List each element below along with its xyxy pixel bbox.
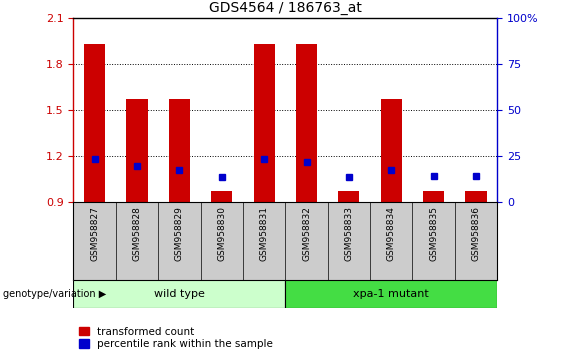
Bar: [381, 99, 402, 202]
Text: GSM958832: GSM958832: [302, 206, 311, 261]
Text: xpa-1 mutant: xpa-1 mutant: [353, 289, 429, 299]
Bar: [73, 280, 285, 308]
Text: GSM958828: GSM958828: [133, 206, 141, 261]
Bar: [84, 44, 105, 202]
Bar: [127, 99, 147, 202]
Text: GSM958833: GSM958833: [345, 206, 353, 261]
Text: GSM958836: GSM958836: [472, 206, 480, 261]
Bar: [254, 44, 275, 202]
Title: GDS4564 / 186763_at: GDS4564 / 186763_at: [209, 1, 362, 15]
Legend: transformed count, percentile rank within the sample: transformed count, percentile rank withi…: [79, 327, 273, 349]
Text: GSM958829: GSM958829: [175, 206, 184, 261]
Text: GSM958830: GSM958830: [218, 206, 226, 261]
Text: GSM958834: GSM958834: [387, 206, 396, 261]
Bar: [211, 191, 232, 202]
Bar: [296, 44, 317, 202]
Bar: [169, 99, 190, 202]
Bar: [466, 191, 486, 202]
Bar: [423, 191, 444, 202]
Text: GSM958835: GSM958835: [429, 206, 438, 261]
Text: GSM958827: GSM958827: [90, 206, 99, 261]
Bar: [285, 280, 497, 308]
Text: genotype/variation ▶: genotype/variation ▶: [3, 289, 106, 299]
Text: GSM958831: GSM958831: [260, 206, 268, 261]
Text: wild type: wild type: [154, 289, 205, 299]
Bar: [338, 191, 359, 202]
